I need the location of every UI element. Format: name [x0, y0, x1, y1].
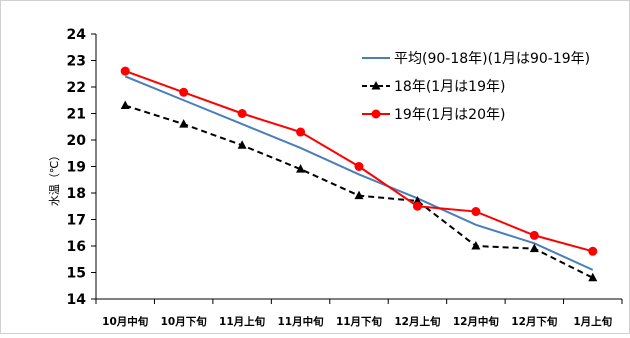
y-tick-label: 24 [67, 27, 87, 43]
y-tick-label: 16 [67, 239, 86, 255]
x-tick-label: 11月上旬 [219, 315, 266, 328]
legend-label: 18年(1月は19年) [394, 79, 505, 95]
data-point [238, 109, 247, 118]
x-tick-label: 10月中旬 [102, 315, 149, 328]
data-point [530, 231, 539, 240]
x-tick-label: 1月上旬 [573, 315, 612, 328]
legend-label: 19年(1月は20年) [394, 107, 505, 123]
y-tick-label: 20 [67, 133, 87, 149]
y-tick-label: 14 [67, 292, 87, 308]
y-tick-label: 22 [67, 80, 86, 96]
x-tick-label: 11月下旬 [336, 315, 383, 328]
x-tick-label: 11月中旬 [277, 315, 324, 328]
y-tick-label: 23 [67, 54, 86, 70]
y-tick-label: 19 [67, 160, 86, 176]
legend-item: 平均(90-18年)(1月は90-19年) [362, 51, 590, 67]
data-point [179, 88, 188, 97]
data-point [471, 207, 480, 216]
x-tick-label: 12月中旬 [453, 315, 500, 328]
y-tick-label: 18 [67, 186, 86, 202]
y-tick-label: 15 [67, 266, 86, 282]
x-tick-label: 12月下旬 [511, 315, 558, 328]
y-tick-label: 21 [67, 107, 86, 123]
y-axis-label: 水温（℃） [48, 150, 61, 206]
y-tick-label: 17 [67, 213, 86, 229]
legend-label: 平均(90-18年)(1月は90-19年) [394, 51, 590, 67]
data-point [588, 247, 597, 256]
x-tick-label: 10月下旬 [161, 315, 208, 328]
data-point [121, 67, 130, 76]
data-point [355, 162, 364, 171]
legend-marker [372, 110, 381, 119]
data-point [413, 202, 422, 211]
data-point [296, 128, 305, 137]
x-tick-label: 12月上旬 [394, 315, 441, 328]
